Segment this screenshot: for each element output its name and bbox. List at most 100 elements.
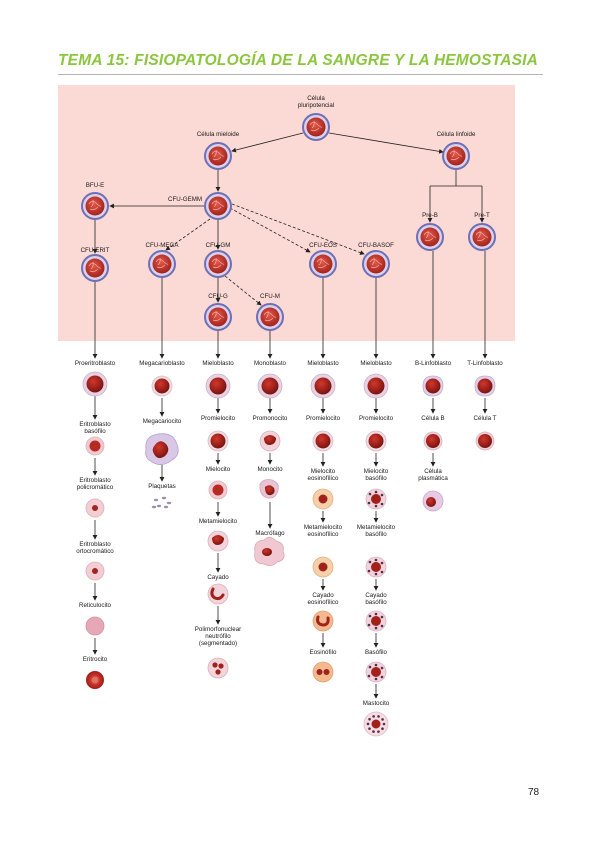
erythroid-cell-2 [85,498,105,518]
neutrophil-label-2: Mielocito [205,466,231,473]
eosinophil-cell-5 [312,661,334,683]
neutrophil-label-4: Cayado [207,574,229,581]
b_lymphoid-label-2: Célula plasmática [418,468,448,482]
basophil-label-5: Basófilo [364,649,387,656]
neutrophil-cell-0 [205,373,231,399]
megakaryocytic-label-0: Megacarioblasto [139,360,185,367]
erythroid-label-5: Eritrocito [82,656,108,663]
cfu-eos-cell-label: CFU-EOS [309,242,337,249]
monocytic-label-2: Monocito [257,466,283,473]
megakaryocytic-cell-2 [151,496,172,509]
lineage-arrow [165,218,211,251]
title-divider [58,74,543,75]
erythroid-cell-4 [85,616,105,636]
basophil-cell-3 [365,556,387,578]
basophil-label-1: Promielocito [358,415,394,422]
pre-t-cell-label: Pre-T [474,212,490,219]
lymphoid-cell [442,142,470,170]
pre-t-cell [468,223,496,251]
monocytic-cell-1 [259,430,281,452]
eosinophil-label-4: Cayado eosinofílico [307,592,339,606]
erythroid-cell-3 [85,561,105,581]
neutrophil-label-5: Polimorfonuclear neutrófilo (segmentado) [194,626,242,647]
erythroid-label-2: Eritroblasto policromático [76,477,114,491]
page-title: TEMA 15: FISIOPATOLOGÍA DE LA SANGRE Y L… [58,52,539,69]
eosinophil-label-5: Eosinófilo [309,649,337,656]
neutrophil-label-3: Metamielocito [198,518,238,525]
t_lymphoid-cell-1 [475,431,495,451]
erythroid-label-0: Proeritroblasto [74,360,116,367]
monocytic-label-1: Promonocito [252,415,288,422]
lineage-arrow [231,203,365,255]
neutrophil-label-1: Promielocito [200,415,236,422]
basophil-cell-0 [363,373,389,399]
megakaryocytic-cell-1 [145,433,179,465]
pluripotent-cell [302,113,330,141]
neutrophil-cell-5 [207,657,229,679]
erythroid-cell-0 [82,371,108,397]
lineage-arrow [224,275,262,306]
pre-b-cell [416,223,444,251]
erythroid-cell-1 [85,436,105,456]
lineage-arrow [229,207,311,253]
cfu-gm-cell-label: CFU-GM [205,242,231,249]
cfu-gm-cell [204,250,232,278]
lineage-arrow [231,132,304,153]
eosinophil-cell-1 [312,430,334,452]
stem-cell-panel [58,85,515,341]
cfu-basof-cell [362,250,390,278]
erythroid-label-3: Eritroblasto ortocromático [76,541,114,555]
monocytic-cell-3 [254,536,285,566]
basophil-cell-4 [365,610,387,632]
eosinophil-label-2: Mielocito eosinofílico [307,468,339,482]
eosinophil-cell-4 [312,610,334,632]
monocytic-label-3: Macrófago [255,530,285,537]
eosinophil-label-1: Promielocito [305,415,341,422]
cfu-basof-cell-label: CFU-BASOF [358,242,394,249]
megakaryocytic-cell-0 [151,375,173,397]
lineage-arrow [328,132,444,154]
cfu-eos-cell [309,250,337,278]
neutrophil-cell-2 [208,480,228,500]
neutrophil-cell-3 [207,530,229,552]
eosinophil-label-0: Mieloblasto [307,360,339,367]
basophil-label-4: Cayado basófilo [365,592,387,606]
pluripotent-cell-label: Célula pluripotencial [297,95,335,109]
eosinophil-cell-0 [310,373,336,399]
t_lymphoid-label-1: Célula T [473,415,497,422]
cfu-g-cell-label: CFU-G [208,293,228,300]
cfu-gemm-cell-label: CFU-GEMM [167,196,203,203]
cfu-m-cell-label: CFU-M [260,293,280,300]
cfu-erit-cell [81,254,109,282]
myeloid-cell [204,142,232,170]
eosinophil-cell-3 [312,556,334,578]
eosinophil-cell-2 [312,488,334,510]
page-number: 78 [528,787,540,798]
b_lymphoid-label-1: Célula B [421,415,445,422]
neutrophil-label-0: Mieloblasto [202,360,234,367]
basophil-label-2: Mielocito basófilo [363,468,389,482]
basophil-label-6: Mastocito [362,700,390,707]
erythroid-cell-5 [86,671,104,689]
b_lymphoid-cell-1 [423,431,443,451]
megakaryocytic-label-2: Plaquetas [148,483,176,490]
monocytic-label-0: Monoblasto [254,360,286,367]
lymphoid-cell-label: Célula linfoide [436,131,476,138]
cfu-erit-cell-label: CFU-ERIT [80,247,110,254]
basophil-cell-6 [363,711,389,737]
basophil-cell-5 [365,661,387,683]
cfu-g-cell [204,303,232,331]
neutrophil-cell-1 [207,430,229,452]
bfu-e-cell-label: BFU-E [85,182,105,189]
myeloid-cell-label: Célula mieloide [196,131,240,138]
cfu-mega-cell-label: CFU-MEGA [145,242,179,249]
monocytic-cell-0 [257,373,283,399]
basophil-label-0: Mieloblasto [360,360,392,367]
basophil-cell-2 [365,488,387,510]
eosinophil-label-3: Metamielocito eosinofílico [303,524,343,538]
erythroid-label-4: Reticulocito [79,602,111,609]
monocytic-cell-2 [259,479,279,499]
erythroid-label-1: Eritroblasto basófilo [79,421,111,435]
cfu-m-cell [256,303,284,331]
